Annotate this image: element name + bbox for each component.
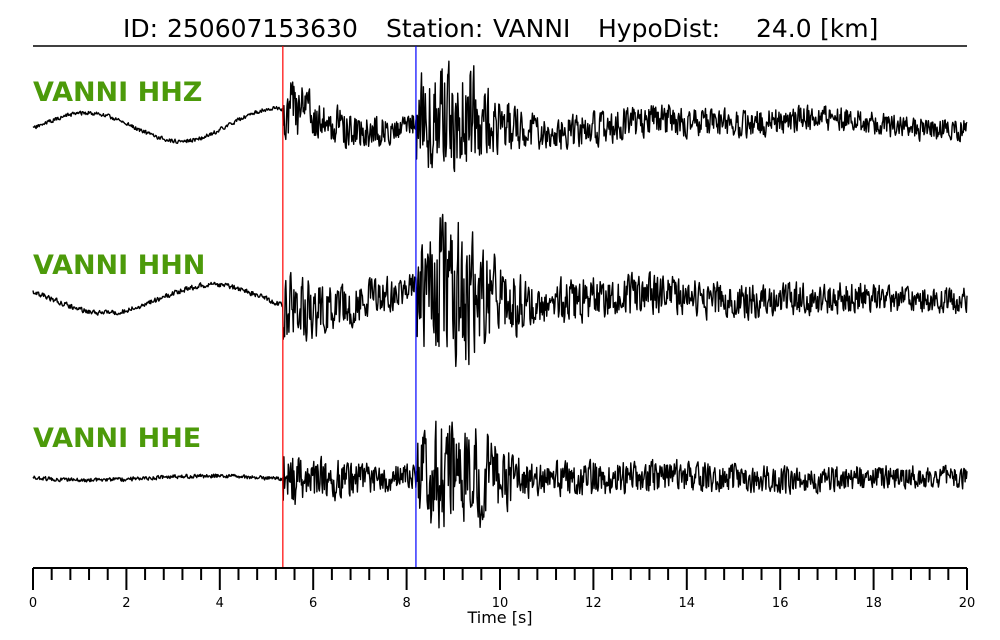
x-tick-label: 16	[772, 596, 789, 611]
title-id-label: ID:	[123, 14, 158, 43]
x-tick-label: 14	[679, 596, 696, 611]
title-dist-value: 24.0	[756, 14, 812, 43]
channel-label-hhz: VANNI HHZ	[33, 77, 202, 108]
title-dist-label: HypoDist:	[598, 14, 720, 43]
channel-label-hhe: VANNI HHE	[33, 423, 201, 454]
chart-title: ID: 250607153630 Station: VANNI HypoDist…	[123, 14, 878, 43]
x-tick-label: 8	[402, 596, 410, 611]
title-station-value: VANNI	[493, 14, 570, 43]
title-station-label: Station:	[386, 14, 483, 43]
x-tick-label: 0	[29, 596, 37, 611]
channel-label-hhn: VANNI HHN	[33, 250, 205, 281]
title-dist-unit: [km]	[820, 14, 878, 43]
x-tick-label: 4	[216, 596, 224, 611]
x-tick-label: 10	[492, 596, 509, 611]
trace-hhn	[32, 213, 968, 368]
title-id-value: 250607153630	[167, 14, 358, 43]
x-axis-label: Time [s]	[466, 608, 532, 627]
trace-hhe	[32, 420, 968, 529]
trace-hhz	[32, 60, 968, 173]
traces-group	[32, 60, 968, 529]
x-tick-label: 6	[309, 596, 317, 611]
x-tick-label: 20	[959, 596, 976, 611]
x-tick-label: 2	[122, 596, 130, 611]
x-tick-label: 12	[585, 596, 602, 611]
x-axis: 0 2 4 6 8 10 12 14 16 18 20	[29, 567, 976, 611]
x-tick-label: 18	[865, 596, 882, 611]
